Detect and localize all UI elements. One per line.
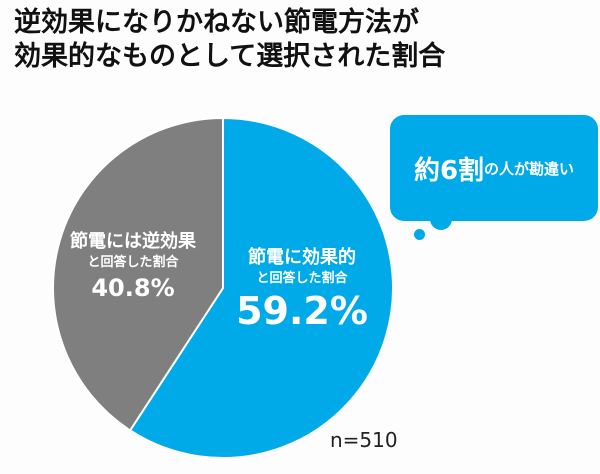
label-counter-line1: 節電には逆効果 bbox=[70, 231, 196, 252]
pie-slice-effective bbox=[128, 116, 394, 459]
label-effective-line1: 節電に効果的 bbox=[248, 247, 356, 268]
pie-slice-counter bbox=[52, 116, 224, 432]
callout-small: の人が勘違い bbox=[484, 159, 575, 178]
chart-title-line2: 効果的なものとして選択された割合 bbox=[14, 41, 446, 72]
chart-title: 逆効果になりかねない節電方法が 効果的なものとして選択された割合 bbox=[14, 6, 445, 74]
callout-tail-dot bbox=[414, 229, 425, 240]
callout-tail-bump bbox=[430, 208, 452, 230]
label-counter-line2: と回答した割合 bbox=[87, 255, 179, 270]
callout-bubble: 約6割 の人が勘違い bbox=[390, 115, 598, 221]
chart-title-line1: 逆効果になりかねない節電方法が bbox=[14, 7, 419, 38]
label-counter: 節電には逆効果 と回答した割合 40.8% bbox=[58, 230, 208, 304]
label-effective-pct: 59.2% bbox=[236, 289, 368, 333]
label-effective-line2: と回答した割合 bbox=[256, 271, 348, 286]
callout-big: 約6割 bbox=[413, 155, 485, 186]
label-effective: 節電に効果的 と回答した割合 59.2% bbox=[222, 246, 382, 334]
label-counter-pct: 40.8% bbox=[91, 274, 175, 302]
sample-size: n=510 bbox=[330, 428, 398, 452]
